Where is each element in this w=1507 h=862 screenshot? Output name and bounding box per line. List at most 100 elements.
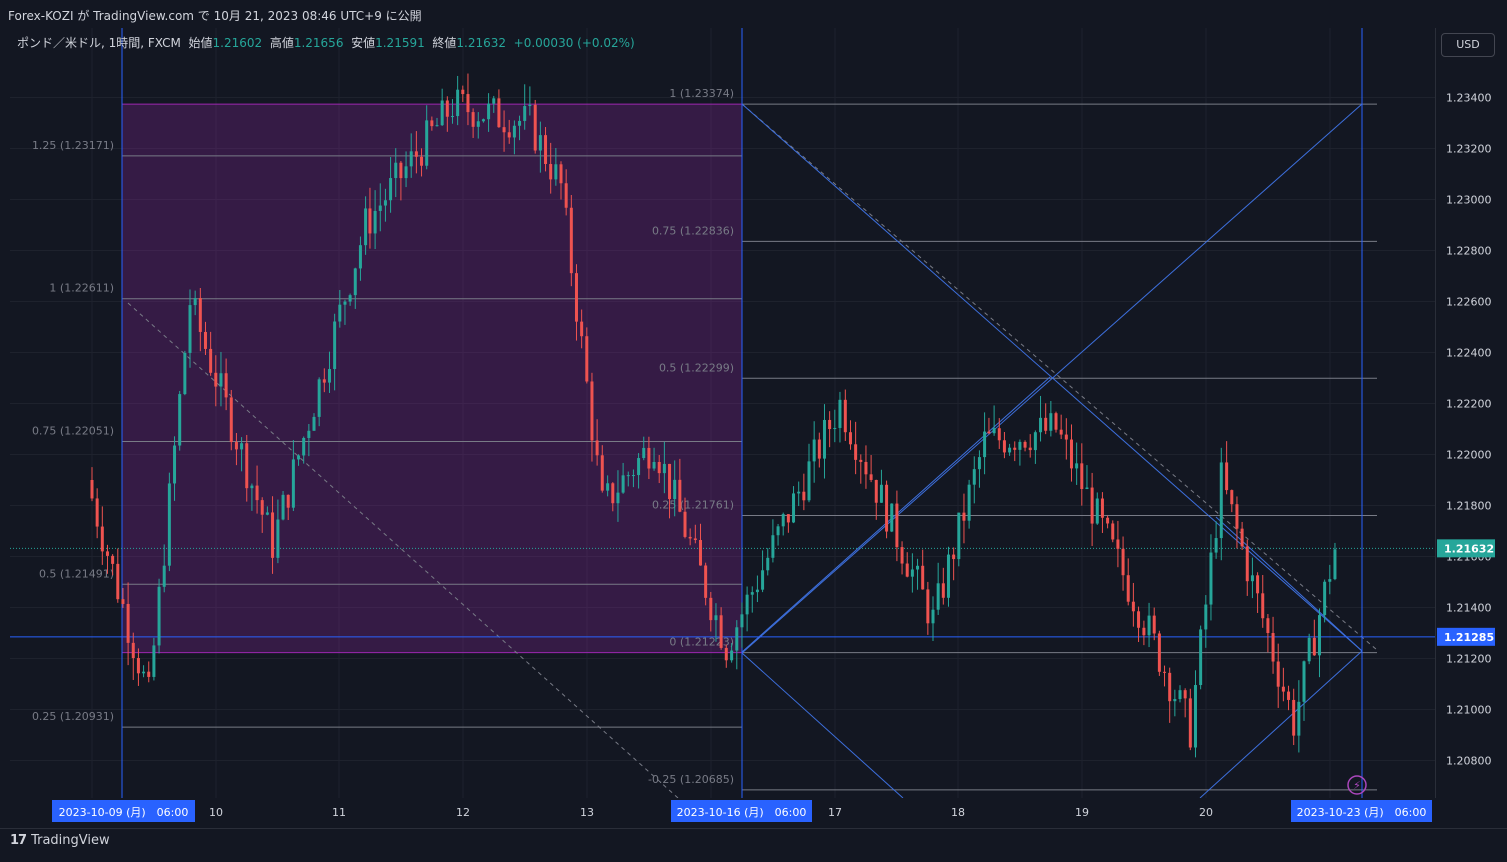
candle-body	[1002, 440, 1006, 453]
candle-body	[698, 540, 702, 566]
tradingview-logo[interactable]: 17 TradingView	[10, 833, 110, 848]
legend-low-label: 安値	[351, 36, 376, 50]
time-axis[interactable]: 10 11 12 13 17 18 19 20 2023-10-09 (月) 06:00 2023…	[0, 798, 1507, 828]
chart-pane[interactable]: ポンド／米ドル, 1時間, FXCM 始値1.21602 高値1.21656 安…	[10, 28, 1435, 798]
candle-body	[291, 459, 295, 508]
price-tick-label: 1.22400	[1446, 347, 1492, 360]
candle-body	[1225, 462, 1229, 491]
candle-body	[461, 89, 465, 95]
candle-body	[688, 536, 692, 539]
candle-body	[425, 120, 429, 166]
legend-high-label: 高値	[269, 36, 294, 50]
currency-button[interactable]: USD	[1441, 33, 1495, 57]
candle-body	[1152, 615, 1156, 634]
candle-body	[1018, 441, 1022, 450]
candle-body	[647, 447, 651, 469]
candle-body	[1111, 523, 1115, 540]
candle-body	[962, 512, 966, 521]
candle-body	[476, 121, 480, 127]
candle-body	[512, 125, 516, 138]
candle-body	[420, 156, 424, 166]
candle-body	[260, 500, 264, 515]
channel-line	[741, 103, 1363, 652]
candle-body	[90, 480, 94, 499]
candle-body	[1240, 528, 1244, 547]
candle-body	[1230, 490, 1234, 505]
time-tick-label: 13	[580, 806, 594, 819]
candle-body	[1168, 672, 1172, 702]
legend-change-value: +0.00030 (+0.02%)	[513, 36, 635, 50]
candle-body	[1333, 549, 1337, 580]
legend-low-value: 1.21591	[375, 36, 425, 50]
candle-body	[209, 348, 213, 373]
candle-body	[430, 120, 434, 127]
candle-body	[1245, 546, 1249, 582]
alert-lightning-icon[interactable]	[1347, 775, 1367, 795]
candle-body	[1106, 517, 1110, 524]
candle-body	[147, 671, 151, 677]
candle-body	[750, 592, 754, 595]
candle-body	[1323, 581, 1327, 616]
candle-body	[544, 135, 548, 165]
legend-close-label: 終値	[432, 36, 457, 50]
candle-body	[1209, 552, 1213, 605]
candle-body	[1276, 661, 1280, 687]
candle-body	[198, 298, 202, 332]
price-tick-label: 1.21400	[1446, 602, 1492, 615]
candle-body	[383, 200, 387, 206]
candle-body	[1121, 548, 1125, 576]
candle-body	[1049, 413, 1053, 431]
candle-body	[745, 594, 749, 615]
legend-symbol[interactable]: ポンド／米ドル, 1時間, FXCM	[17, 36, 181, 50]
candle-body	[957, 512, 961, 560]
candle-body	[1023, 441, 1027, 448]
candle-body	[497, 98, 501, 128]
candle-body	[1095, 498, 1099, 524]
candle-body	[611, 483, 615, 504]
candle-body	[559, 164, 563, 184]
candle-body	[1033, 432, 1037, 451]
candle-body	[348, 295, 352, 302]
publish-caption-bar: Forex-KOZI が TradingView.com で 10月 21, 2…	[0, 0, 1507, 28]
price-tick-label: 1.21000	[1446, 704, 1492, 717]
candle-body	[131, 642, 135, 659]
candle-body	[1116, 539, 1120, 549]
candle-body	[916, 565, 920, 570]
fib-left-level-label: 0.5 (1.21491)	[39, 567, 114, 580]
candle-body	[885, 484, 889, 532]
candle-body	[234, 442, 238, 450]
candle-body	[864, 461, 868, 475]
candle-body	[812, 439, 816, 462]
candle-body	[569, 207, 573, 274]
candle-body	[1271, 633, 1275, 662]
candle-body	[616, 492, 620, 504]
candle-body	[771, 535, 775, 558]
fib-left-level-label: 0.75 (1.22051)	[32, 424, 114, 437]
candle-body	[1131, 601, 1135, 612]
candle-body	[281, 494, 285, 520]
candle-body	[1178, 690, 1182, 700]
candle-body	[333, 321, 337, 370]
candle-body	[322, 379, 326, 383]
candle-body	[528, 104, 532, 107]
candlestick-chart[interactable]: 1.25 (1.23171) 1 (1.22611) 0.75 (1.22051) 0…	[10, 28, 1435, 798]
candle-body	[142, 671, 146, 674]
price-axis[interactable]: 1.23400 1.23200 1.23000 1.22800 1.22600 1.224…	[1435, 28, 1507, 798]
channel-line	[741, 103, 1363, 654]
trend-line-dashed-right	[741, 103, 1378, 651]
candle-body	[1054, 413, 1058, 430]
candle-body	[992, 428, 996, 434]
candle-body	[307, 430, 311, 438]
price-badge-crosshair	[1437, 627, 1495, 646]
candle-body	[317, 379, 321, 417]
candle-body	[1281, 686, 1285, 692]
fib-right-level-label: 0 (1.21223)	[669, 636, 734, 649]
candle-body	[389, 178, 393, 201]
candle-body	[719, 615, 723, 648]
candle-body	[373, 210, 377, 234]
candle-body	[704, 565, 708, 598]
candle-body	[1147, 615, 1151, 636]
candle-body	[1219, 462, 1223, 539]
candle-body	[353, 268, 357, 296]
channel-line	[1215, 516, 1363, 652]
